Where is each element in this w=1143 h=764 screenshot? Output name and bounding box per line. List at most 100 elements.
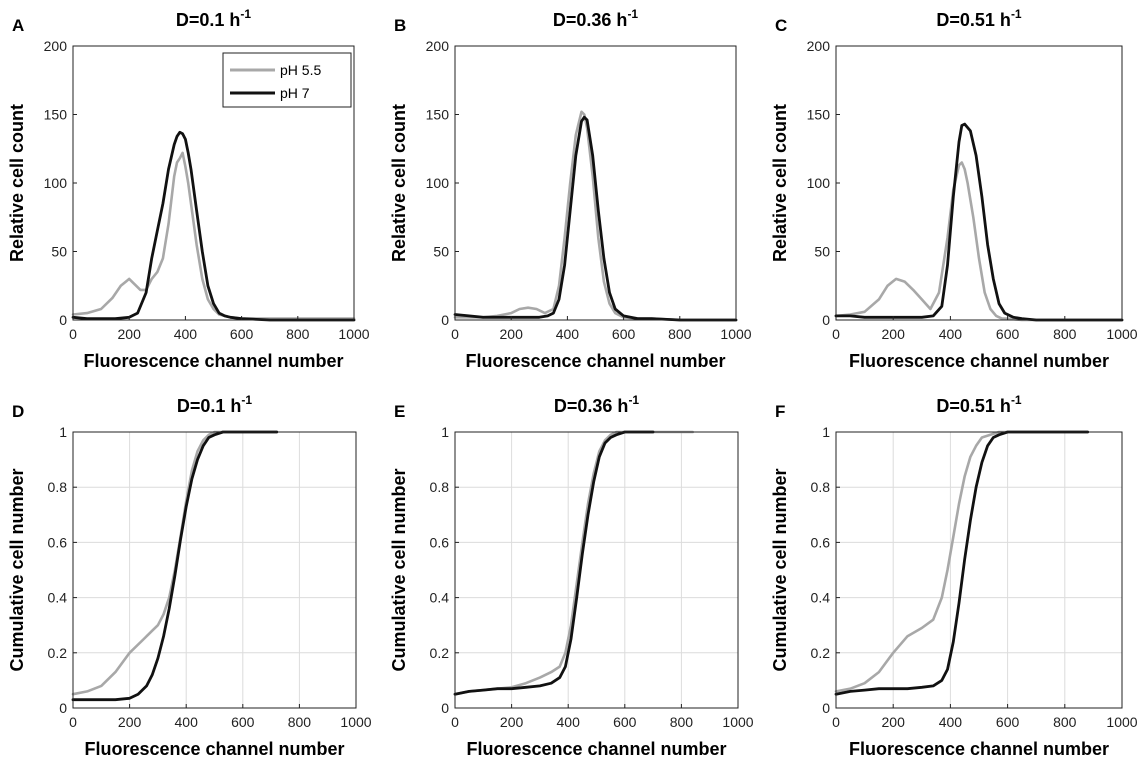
y-tick-label: 100 (44, 175, 68, 191)
panel-title-exponent: -1 (240, 7, 251, 21)
x-tick-label: 400 (557, 714, 581, 730)
panel-title-exponent: -1 (241, 393, 252, 407)
y-axis-label: Cumulative cell number (7, 468, 27, 671)
x-tick-label: 200 (882, 326, 906, 342)
y-tick-label: 0 (59, 700, 67, 716)
legend-box (222, 52, 352, 108)
y-tick-label: 0 (822, 700, 830, 716)
y-tick-label: 0.4 (430, 590, 450, 606)
x-tick-label: 800 (1053, 326, 1077, 342)
panel-letter: B (394, 16, 406, 35)
y-tick-label: 0 (441, 312, 449, 328)
series-line-ph7 (834, 122, 1124, 322)
x-axis-label: Fluorescence channel number (466, 739, 726, 759)
x-tick-label: 400 (174, 326, 198, 342)
x-tick-label: 600 (996, 326, 1020, 342)
x-tick-label: 800 (668, 326, 692, 342)
x-tick-label: 1000 (338, 326, 369, 342)
x-axis-label: Fluorescence channel number (83, 351, 343, 371)
panel-letter: C (775, 16, 787, 35)
x-tick-label: 600 (613, 714, 637, 730)
y-axis-label: Cumulative cell number (389, 468, 409, 671)
panel-title-exponent: -1 (1011, 393, 1022, 407)
plot-frame (835, 431, 1123, 709)
panel-a: 0 200 400 600 800 1000 0 50 100 150 200 Fluorescenc… (7, 7, 370, 371)
x-tick-label: 400 (939, 326, 963, 342)
legend-label: pH 5.5 (280, 62, 321, 78)
x-axis-label: Fluorescence channel number (849, 351, 1109, 371)
x-tick-label: 0 (69, 714, 77, 730)
panel-c: 0 200 400 600 800 1000 0 50 100 150 200 Fluorescenc… (770, 7, 1138, 371)
x-axis-label: Fluorescence channel number (465, 351, 725, 371)
x-tick-label: 600 (996, 714, 1020, 730)
x-tick-label: 1000 (1106, 714, 1137, 730)
series-line-ph7 (834, 430, 1090, 696)
y-tick-label: 0 (59, 312, 67, 328)
y-tick-label: 0.4 (811, 590, 831, 606)
panel-title-main: D=0.51 h (936, 10, 1011, 30)
panel-title-main: D=0.1 h (176, 10, 241, 30)
x-tick-label: 600 (231, 714, 255, 730)
panel-title-main: D=0.51 h (936, 396, 1011, 416)
x-tick-label: 1000 (340, 714, 371, 730)
panel-title-main: D=0.1 h (177, 396, 242, 416)
panel-title-main: D=0.36 h (554, 396, 629, 416)
x-tick-label: 600 (612, 326, 636, 342)
y-tick-label: 0.8 (48, 479, 68, 495)
x-tick-label: 1000 (1106, 326, 1137, 342)
panel-letter: D (12, 402, 24, 421)
panel-f: 0 200 400 600 800 1000 0 0.2 0.4 0.6 0.8 1 Fluoresce… (770, 393, 1138, 759)
y-tick-label: 0.6 (811, 534, 831, 550)
plot-frame (72, 431, 357, 709)
y-tick-label: 1 (822, 424, 830, 440)
y-tick-label: 0.6 (48, 534, 68, 550)
y-tick-label: 0.6 (430, 534, 450, 550)
series-line-ph55 (71, 430, 279, 696)
series-line-ph55 (453, 110, 738, 322)
x-tick-label: 1000 (722, 714, 753, 730)
y-tick-label: 0.4 (48, 590, 68, 606)
x-axis-label: Fluorescence channel number (84, 739, 344, 759)
panel-title-exponent: -1 (627, 7, 638, 21)
panel-title-main: D=0.36 h (553, 10, 628, 30)
panel-title: D=0.1 h-1 (177, 393, 253, 416)
x-tick-label: 800 (286, 326, 310, 342)
y-tick-label: 1 (441, 424, 449, 440)
panel-letter: A (12, 16, 24, 35)
x-axis-label: Fluorescence channel number (849, 739, 1109, 759)
panel-e: 0 200 400 600 800 1000 0 0.2 0.4 0.6 0.8 1 Fluoresce… (389, 393, 754, 759)
y-tick-label: 100 (426, 175, 450, 191)
panel-title: D=0.36 h-1 (554, 393, 640, 416)
y-tick-label: 50 (433, 244, 449, 260)
x-tick-label: 0 (832, 714, 840, 730)
y-tick-label: 150 (807, 107, 831, 123)
series-line-ph55 (834, 161, 1124, 322)
y-axis-label: Relative cell count (7, 104, 27, 262)
panel-title-exponent: -1 (628, 393, 639, 407)
x-tick-label: 200 (882, 714, 906, 730)
x-tick-label: 800 (288, 714, 312, 730)
y-tick-label: 200 (807, 38, 831, 54)
panel-title: D=0.36 h-1 (553, 7, 639, 30)
series-line-ph7 (453, 115, 738, 322)
x-tick-label: 0 (69, 326, 77, 342)
x-tick-label: 400 (556, 326, 580, 342)
panel-title: D=0.51 h-1 (936, 7, 1022, 30)
y-axis-label: Cumulative cell number (770, 468, 790, 671)
y-tick-label: 200 (44, 38, 68, 54)
x-tick-label: 0 (451, 714, 459, 730)
panel-letter: F (775, 402, 785, 421)
series-line-ph55 (71, 151, 356, 320)
y-tick-label: 0.2 (430, 645, 450, 661)
legend-label: pH 7 (280, 85, 310, 101)
y-tick-label: 0 (822, 312, 830, 328)
y-tick-label: 50 (51, 244, 67, 260)
x-tick-label: 400 (175, 714, 199, 730)
y-tick-label: 0 (441, 700, 449, 716)
y-tick-label: 50 (814, 244, 830, 260)
x-tick-label: 200 (500, 326, 524, 342)
panel-title-exponent: -1 (1011, 7, 1022, 21)
legend: pH 5.5 pH 7 (222, 52, 352, 108)
panel-title: D=0.1 h-1 (176, 7, 252, 30)
